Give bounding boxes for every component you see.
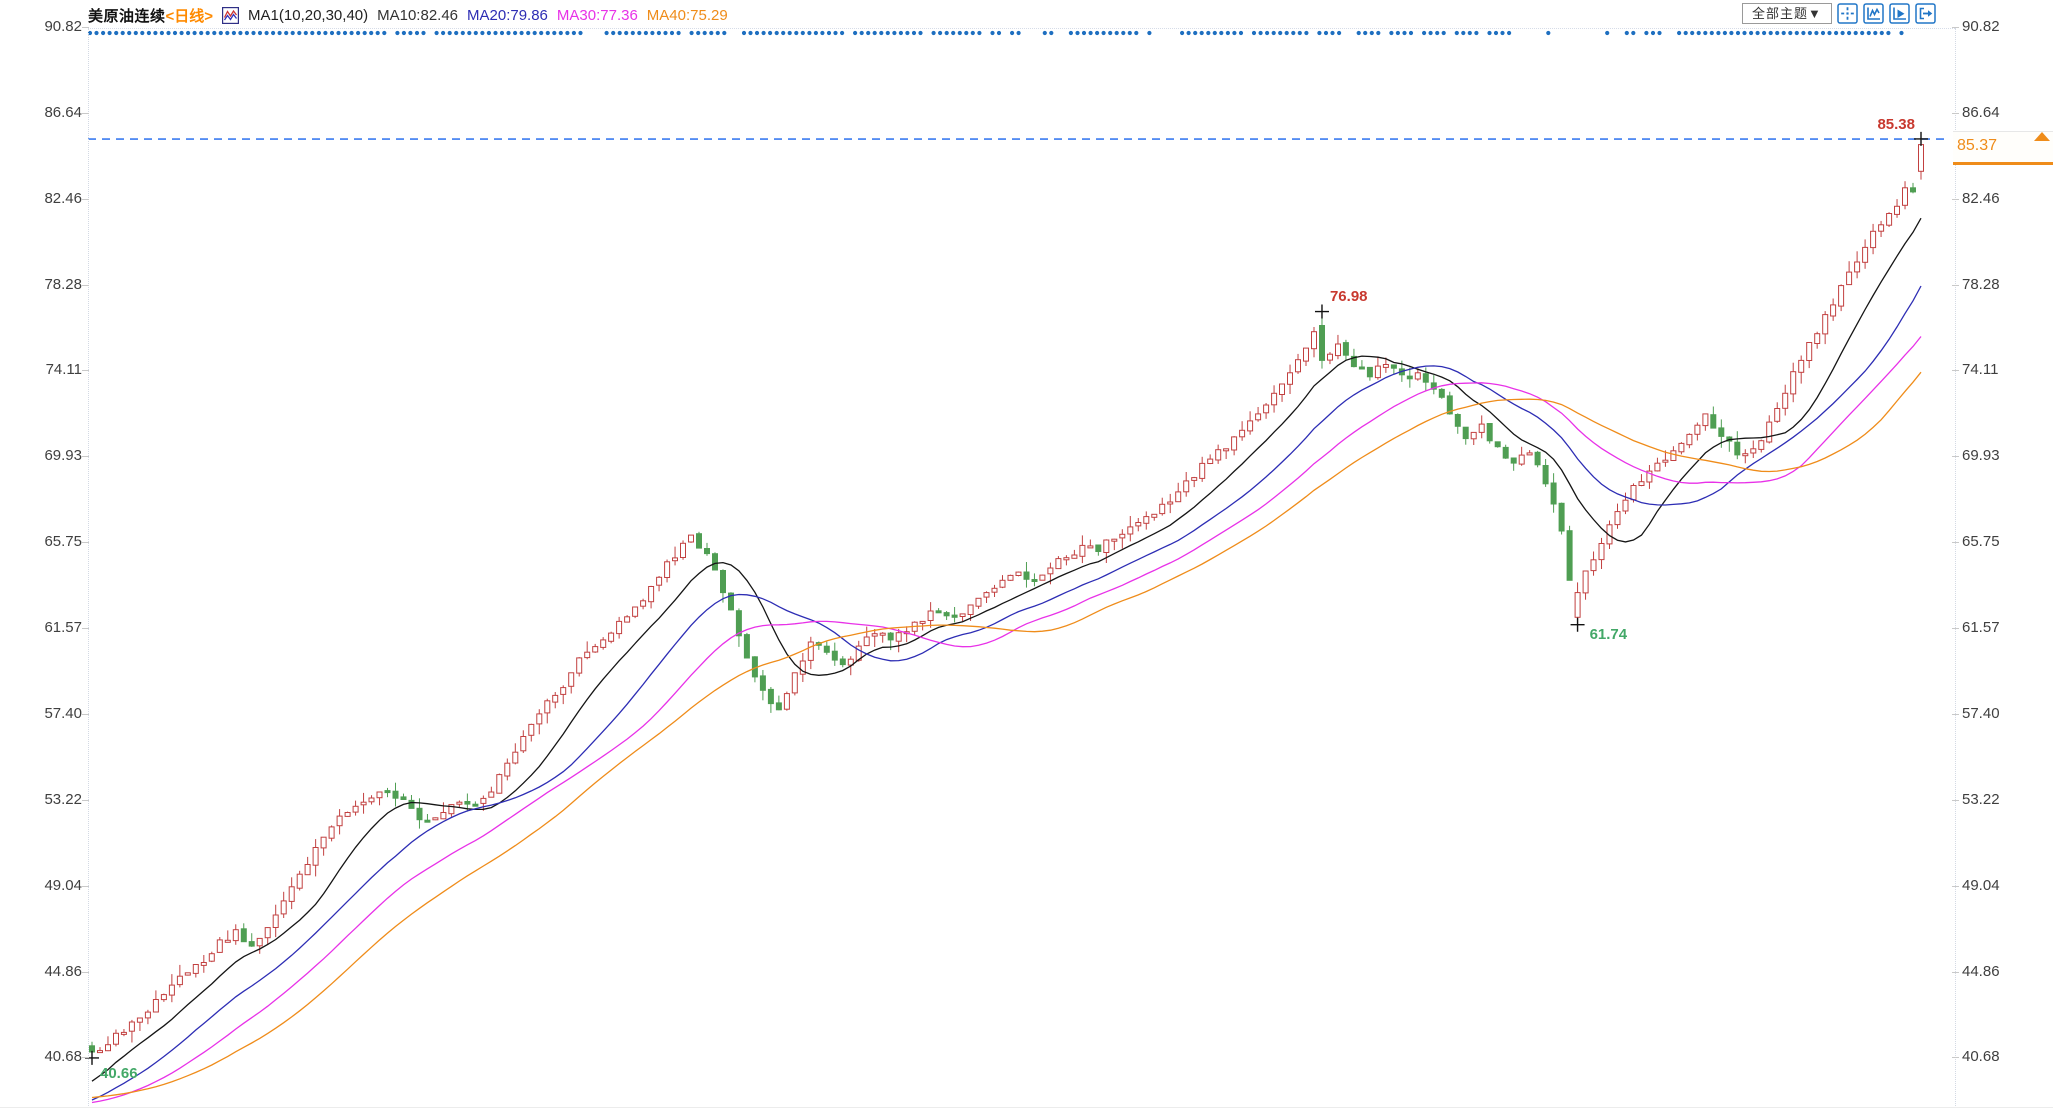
axis-tick-label-left: 53.22 [44, 790, 82, 808]
axis-tick-mark [1952, 285, 1959, 286]
axis-tick-label-right: 61.57 [1962, 619, 2000, 637]
ma10-value: MA10:82.46 [377, 6, 459, 24]
axis-tick-mark [1952, 542, 1959, 543]
axis-tick-label-right: 69.93 [1962, 447, 2000, 465]
last-high-price-label: 85.38 [1877, 115, 1915, 133]
axis-tick-label-left: 78.28 [44, 275, 82, 293]
axis-tick-mark [1952, 800, 1959, 801]
chart-axis-zigzag-icon[interactable] [1863, 3, 1884, 24]
period-label[interactable]: <日线> [165, 7, 214, 25]
axis-tick-label-right: 82.46 [1962, 189, 2000, 207]
axis-tick-label-right: 74.11 [1962, 361, 1999, 379]
axis-tick-label-right: 86.64 [1962, 104, 2000, 121]
axis-tick-label-left: 65.75 [44, 533, 82, 551]
price-up-arrow-icon [2034, 132, 2050, 141]
line-chart-icon [222, 6, 240, 24]
ma-line-ma30 [91, 336, 1922, 1104]
last-price-value: 85.37 [1957, 137, 1998, 154]
axis-tick-label-left: 69.93 [44, 447, 82, 465]
chart-play-icon[interactable] [1889, 3, 1910, 24]
first-low-price-label: 40.66 [100, 1064, 138, 1082]
symbol-and-period: 美原油连续<日线> [88, 5, 213, 26]
peak-price-label: 76.98 [1329, 287, 1368, 305]
chart-header: 美原油连续<日线> MA1(10,20,30,40) MA10:82.46 MA… [88, 4, 728, 26]
axis-tick-mark [1952, 370, 1959, 371]
axis-tick-mark [1952, 456, 1959, 457]
axis-tick-label-left: 49.04 [44, 876, 82, 894]
event-dot-row [87, 30, 1904, 36]
axis-tick-label-right: 53.22 [1962, 790, 2000, 808]
axis-tick-mark [1952, 628, 1959, 629]
last-price-tag: 85.37 [1953, 131, 2053, 165]
axis-tick-mark [82, 628, 89, 629]
top-gridline [88, 28, 1955, 29]
axis-tick-mark [82, 800, 89, 801]
ma40-value: MA40:75.29 [646, 6, 728, 24]
axis-tick-label-left: 44.86 [44, 962, 82, 980]
axis-tick-mark [82, 714, 89, 715]
axis-tick-mark [1952, 113, 1959, 114]
extreme-cross-marker [1314, 304, 1329, 319]
axis-tick-label-right: 40.68 [1962, 1048, 2000, 1066]
axis-tick-mark [82, 542, 89, 543]
axis-tick-mark [1952, 886, 1959, 887]
axis-tick-label-right: 44.86 [1962, 962, 2000, 980]
axis-tick-label-right: 65.75 [1962, 533, 2000, 551]
axis-tick-mark [82, 972, 89, 973]
symbol-title: 美原油连续 [88, 7, 166, 25]
ma-group-label[interactable]: MA1(10,20,30,40) [248, 6, 369, 24]
axis-tick-mark [82, 285, 89, 286]
axis-tick-label-left: 40.68 [44, 1048, 82, 1066]
axis-tick-mark [82, 199, 89, 200]
chart-toolbar: 全部主题▼ [1742, 3, 1936, 24]
axis-tick-label-right: 78.28 [1962, 275, 2000, 293]
axis-tick-mark [1952, 972, 1959, 973]
axis-tick-label-left: 57.40 [44, 704, 82, 722]
axis-tick-label-left: 61.57 [44, 619, 82, 637]
axis-tick-mark [82, 113, 89, 114]
right-axis-line [1955, 28, 1956, 1108]
axis-tick-label-right: 49.04 [1962, 876, 2000, 894]
axis-tick-mark [1952, 1057, 1959, 1058]
left-axis-line [88, 28, 89, 1108]
axis-tick-mark [82, 456, 89, 457]
axis-tick-mark [82, 370, 89, 371]
bottom-border [0, 1107, 2053, 1108]
axis-tick-mark [1952, 714, 1959, 715]
ma-line-ma10 [91, 217, 1922, 1082]
axis-tick-label-left: 86.64 [44, 104, 82, 121]
axis-tick-label-left: 74.11 [45, 361, 82, 379]
pane-export-icon[interactable] [1915, 3, 1936, 24]
axis-tick-label-right: 90.82 [1962, 18, 2000, 36]
axis-tick-label-right: 57.40 [1962, 704, 2000, 722]
axis-tick-mark [82, 886, 89, 887]
axis-tick-mark [1952, 27, 1959, 28]
ma20-value: MA20:79.86 [467, 6, 548, 24]
axis-tick-mark [82, 27, 89, 28]
ma-line-ma40 [91, 371, 1922, 1099]
trough-price-label: 61.74 [1589, 625, 1628, 643]
ma-line-ma20 [91, 285, 1922, 1101]
axis-tick-mark [1952, 199, 1959, 200]
extreme-cross-marker [1570, 617, 1585, 632]
extreme-cross-marker [1914, 131, 1928, 146]
all-themes-dropdown-button[interactable]: 全部主题▼ [1742, 3, 1832, 24]
axis-tick-label-left: 82.46 [44, 189, 82, 207]
candles-layer [89, 138, 1924, 1058]
crosshair-move-icon[interactable] [1837, 3, 1858, 24]
ma30-value: MA30:77.36 [556, 6, 638, 24]
axis-tick-label-left: 90.82 [44, 18, 82, 36]
axis-tick-mark [82, 1057, 89, 1058]
